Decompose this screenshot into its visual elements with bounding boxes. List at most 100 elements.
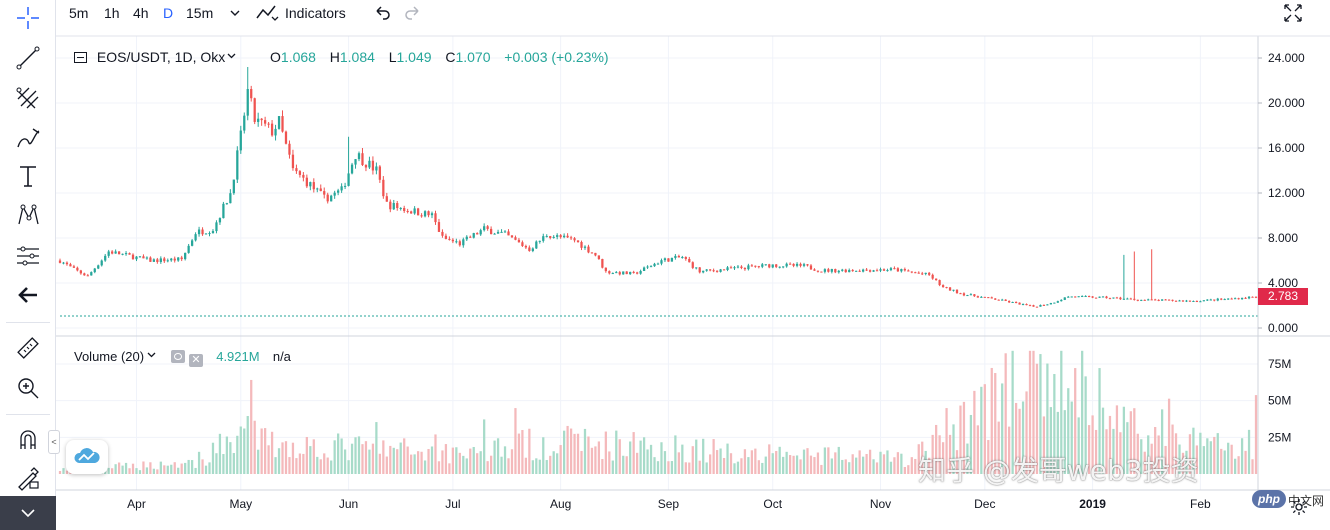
volume-bar xyxy=(277,448,281,474)
candle-body xyxy=(503,231,507,233)
candle-body xyxy=(1108,298,1112,300)
candle-body xyxy=(1192,301,1195,303)
magnet-icon[interactable] xyxy=(8,422,48,458)
indicators-icon[interactable] xyxy=(255,2,281,28)
volume-bar xyxy=(263,428,267,474)
volume-bar xyxy=(510,449,514,474)
volume-bar xyxy=(1234,458,1237,474)
volume-bar xyxy=(542,437,545,474)
candle-body xyxy=(190,240,194,246)
volume-bar xyxy=(556,453,559,474)
chevron-down-icon[interactable] xyxy=(229,3,241,27)
candle-body xyxy=(340,186,343,191)
candle-body xyxy=(1091,296,1094,298)
volume-bar xyxy=(173,462,176,474)
volume-bar xyxy=(1049,407,1053,474)
brush-icon[interactable] xyxy=(8,120,48,156)
volume-bar xyxy=(681,444,684,474)
candle-body xyxy=(197,229,201,235)
volume-bar xyxy=(642,437,646,474)
volume-bar xyxy=(611,460,614,474)
volume-bar xyxy=(246,416,249,474)
volume-bar xyxy=(441,450,444,474)
candle-body xyxy=(90,272,93,276)
symbol-name[interactable]: EOS/USDT, 1D, Okx xyxy=(96,49,226,65)
candle-body xyxy=(399,208,402,210)
chevron-down-icon[interactable] xyxy=(0,496,56,530)
candle-body xyxy=(1077,296,1080,298)
candle-body xyxy=(357,153,361,160)
candle-body xyxy=(270,123,274,136)
tradingview-logo[interactable] xyxy=(66,440,108,474)
volume-bar xyxy=(65,470,69,474)
volume-bar xyxy=(1174,433,1178,474)
volume-bar xyxy=(910,457,913,474)
indicators-button[interactable]: Indicators xyxy=(285,5,346,21)
candle-body xyxy=(319,188,322,192)
crosshair-icon[interactable] xyxy=(8,0,48,36)
time-tick-label: Sep xyxy=(658,497,680,511)
interval-15m[interactable]: 15m xyxy=(186,5,214,21)
candle-body xyxy=(569,237,573,239)
candle-body xyxy=(58,260,62,263)
candle-body xyxy=(879,269,882,271)
candle-body xyxy=(900,269,903,272)
candle-body xyxy=(660,260,663,264)
undo-icon[interactable] xyxy=(372,3,392,27)
volume-bar xyxy=(396,449,399,474)
candle-body xyxy=(1227,298,1230,300)
zoom-in-icon[interactable] xyxy=(8,370,48,406)
volume-bar xyxy=(121,465,124,474)
volume-bar xyxy=(257,449,260,474)
price-tick-label: 4.000 xyxy=(1268,276,1298,290)
eye-icon[interactable] xyxy=(171,350,186,363)
candle-body xyxy=(604,267,607,272)
volume-bar xyxy=(437,461,441,474)
volume-bar xyxy=(267,445,270,474)
fullscreen-icon[interactable] xyxy=(1283,3,1303,27)
candle-body xyxy=(608,271,611,274)
volume-bar xyxy=(225,436,229,474)
candle-body xyxy=(413,208,416,214)
trend-line-icon[interactable] xyxy=(8,40,48,76)
settings-gear-icon[interactable] xyxy=(1290,498,1308,521)
pane-collapse-handle[interactable]: < xyxy=(48,430,60,454)
chevron-down-icon[interactable] xyxy=(147,346,156,364)
fib-retracement-icon[interactable] xyxy=(8,80,48,116)
candle-body xyxy=(142,256,145,259)
text-tool-icon[interactable] xyxy=(8,158,48,194)
volume-bar xyxy=(559,445,562,474)
candle-body xyxy=(239,130,242,151)
interval-1h[interactable]: 1h xyxy=(104,5,120,21)
candle-body xyxy=(649,266,653,268)
close-icon[interactable]: ✕ xyxy=(188,354,203,367)
ruler-icon[interactable] xyxy=(8,330,48,366)
volume-bar xyxy=(733,463,736,474)
volume-bar xyxy=(632,432,635,474)
interval-5m[interactable]: 5m xyxy=(69,5,89,21)
volume-bar xyxy=(1122,406,1126,474)
volume-bar xyxy=(194,467,197,474)
redo-icon[interactable] xyxy=(403,3,423,27)
volume-bar xyxy=(872,459,875,474)
interval-4h[interactable]: 4h xyxy=(133,5,149,21)
candle-body xyxy=(1129,298,1132,300)
volume-bar xyxy=(875,462,879,474)
legend-toggle-icon[interactable] xyxy=(74,52,87,63)
prediction-icon[interactable] xyxy=(8,238,48,274)
interval-d[interactable]: D xyxy=(163,5,174,21)
volume-title[interactable]: Volume (20) xyxy=(74,349,145,364)
volume-bar xyxy=(531,460,534,474)
chevron-down-icon[interactable] xyxy=(227,46,236,64)
volume-bar xyxy=(389,445,392,474)
candle-body xyxy=(844,269,847,273)
candle-body xyxy=(622,271,625,275)
lock-drawing-icon[interactable] xyxy=(8,460,48,496)
candle-body xyxy=(159,258,162,263)
pattern-icon[interactable] xyxy=(8,197,48,233)
candle-body xyxy=(816,270,820,272)
arrow-left-icon[interactable] xyxy=(8,277,48,313)
volume-bar xyxy=(1056,411,1059,474)
toolbar-divider xyxy=(6,414,50,415)
